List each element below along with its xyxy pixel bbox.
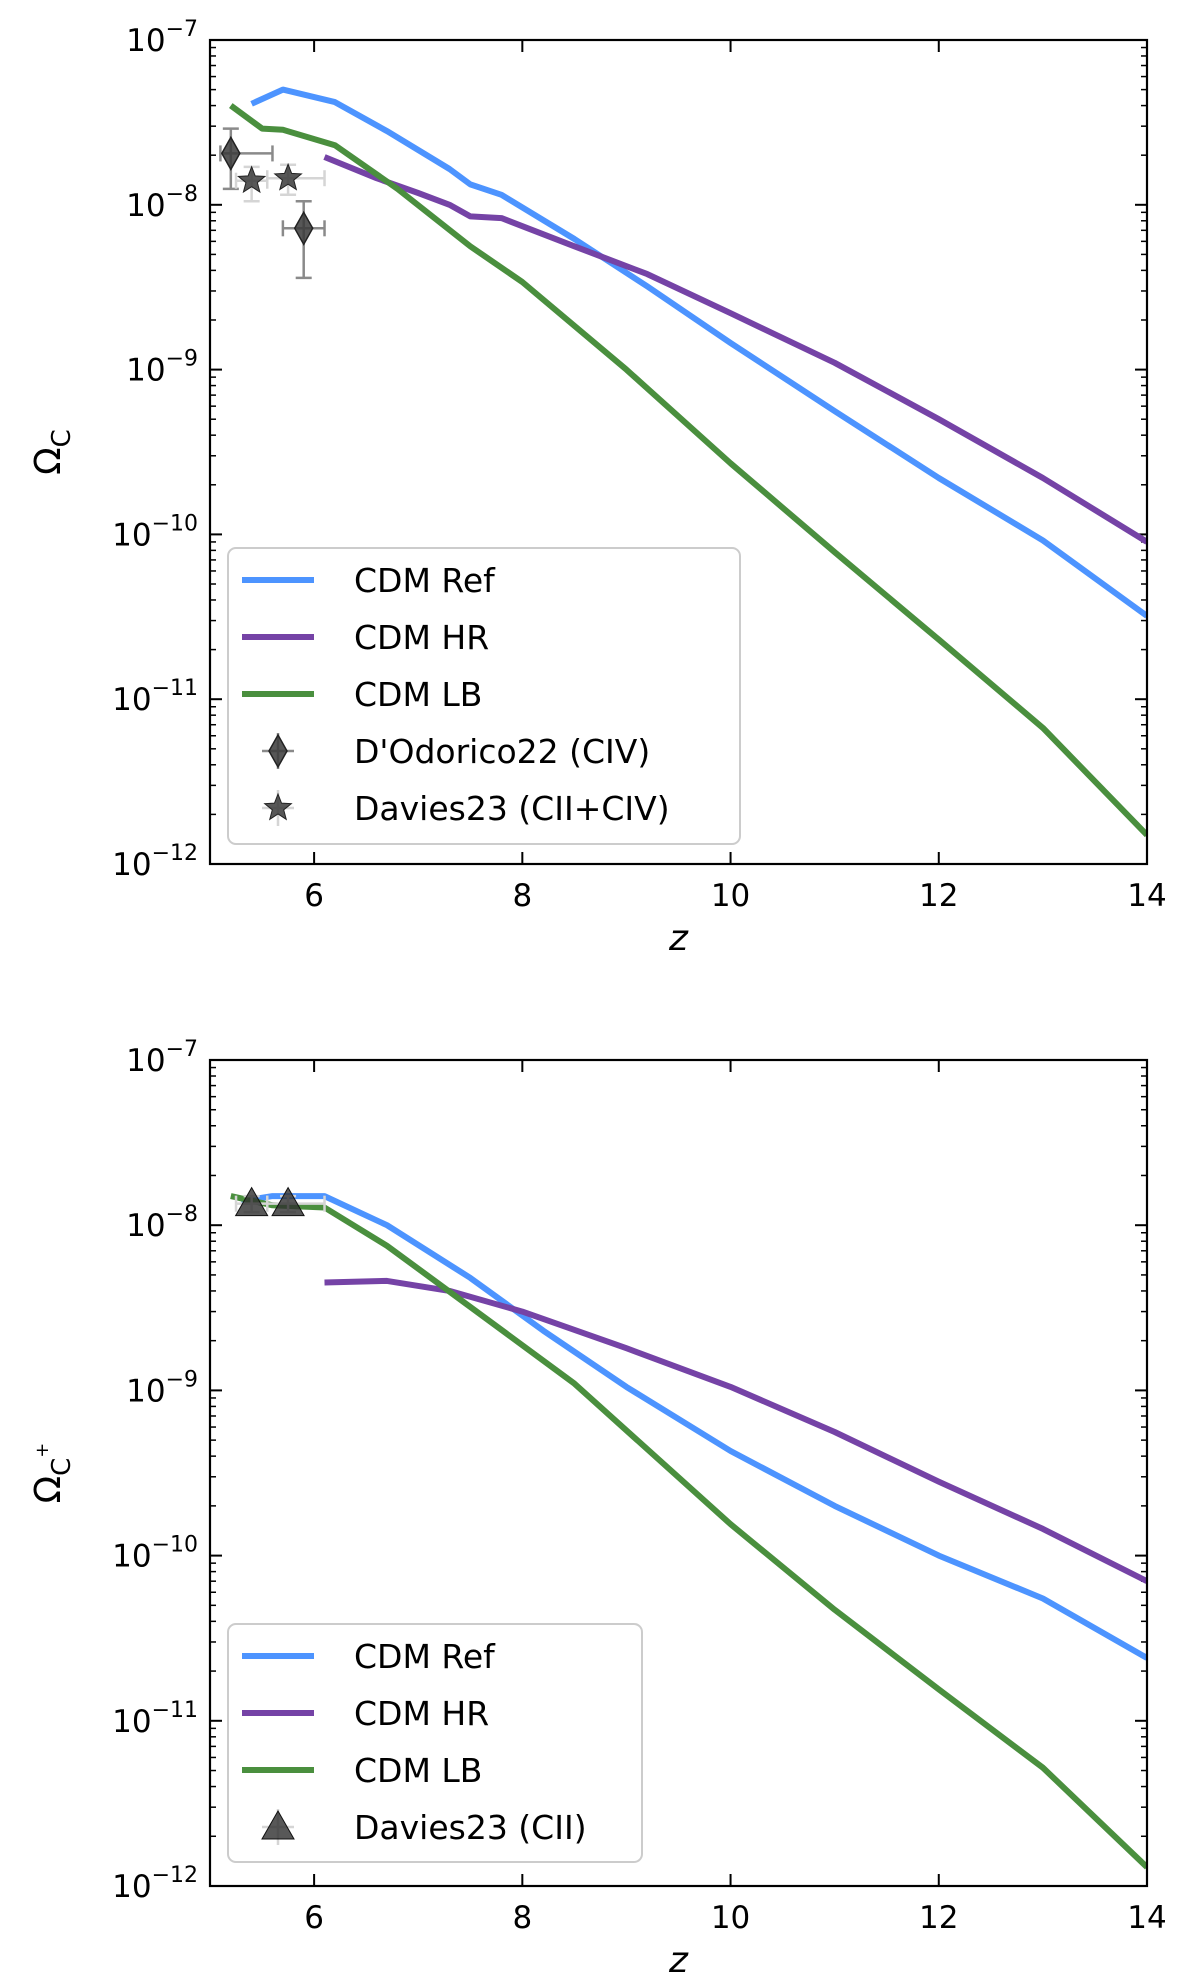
legend-label: Davies23 (CII+CIV) xyxy=(354,789,670,828)
y-axis-label-sub: C xyxy=(47,429,77,447)
series-line-cdm-hr xyxy=(324,1277,1147,1584)
y-tick-base: 10 xyxy=(112,847,151,883)
y-tick-base: 10 xyxy=(112,517,151,553)
y-tick-base: 10 xyxy=(126,1043,165,1079)
y-tick-base: 10 xyxy=(112,1869,151,1905)
legend-marker-triangle xyxy=(261,1809,295,1840)
y-tick-label: 10−9 xyxy=(126,347,198,389)
y-axis-label-main: Ω xyxy=(28,447,69,475)
y-tick-base: 10 xyxy=(126,1208,165,1244)
y-tick-label: 10−12 xyxy=(112,1863,198,1905)
y-tick-exponent: −11 xyxy=(152,1698,198,1723)
legend-label: CDM Ref xyxy=(354,1637,496,1676)
y-tick-exponent: −10 xyxy=(152,511,198,536)
series-line-cdm-ref xyxy=(250,86,1147,619)
x-tick-label: 10 xyxy=(711,878,750,914)
legend-label: CDM HR xyxy=(354,1694,489,1733)
data-point-star xyxy=(273,162,303,191)
y-tick-exponent: −9 xyxy=(166,347,198,372)
y-tick-exponent: −10 xyxy=(152,1533,198,1558)
series-line-cdm-lb xyxy=(230,1193,1147,1870)
plot-area xyxy=(230,1193,1147,1870)
legend-marker-diamond xyxy=(268,733,288,769)
legend: CDM Ref CDM HR CDM LB D'Odorico22 (CIV) Davi… xyxy=(227,547,741,845)
x-tick-label: 14 xyxy=(1127,878,1166,914)
x-tick-label: 12 xyxy=(919,878,958,914)
y-tick-label: 10−11 xyxy=(112,676,198,718)
series-line-cdm-ref xyxy=(240,1193,1147,1661)
y-tick-exponent: −8 xyxy=(166,182,198,207)
y-tick-base: 10 xyxy=(126,23,165,59)
legend: CDM Ref CDM HR CDM LB Davies23 (CII) xyxy=(227,1623,643,1863)
data-point-star xyxy=(237,165,267,194)
y-tick-label: 10−12 xyxy=(112,841,198,883)
y-tick-label: 10−11 xyxy=(112,1698,198,1740)
x-tick-label: 8 xyxy=(512,1900,532,1936)
y-tick-label: 10−10 xyxy=(112,1533,198,1575)
data-point-triangle xyxy=(271,1186,305,1217)
x-tick-label: 14 xyxy=(1127,1900,1166,1936)
y-tick-label: 10−8 xyxy=(126,182,198,224)
data-point-triangle xyxy=(234,1186,269,1217)
plot-area xyxy=(229,86,1147,838)
y-tick-exponent: −7 xyxy=(166,1037,198,1062)
legend-box xyxy=(227,1623,643,1863)
y-axis-label-sub: C xyxy=(47,1458,77,1476)
y-tick-exponent: −7 xyxy=(166,17,198,42)
y-tick-label: 10−10 xyxy=(112,511,198,553)
y-tick-label: 10−7 xyxy=(126,17,198,59)
legend-marker-star xyxy=(263,792,293,821)
legend-box xyxy=(227,547,741,845)
legend-label: CDM HR xyxy=(354,618,489,657)
x-tick-label: 10 xyxy=(711,1900,750,1936)
data-point-diamond xyxy=(220,135,241,171)
y-tick-exponent: −8 xyxy=(166,1202,198,1227)
y-tick-label: 10−8 xyxy=(126,1202,198,1244)
y-tick-exponent: −11 xyxy=(152,676,198,701)
legend-label: D'Odorico22 (CIV) xyxy=(354,732,650,771)
x-tick-label: 6 xyxy=(304,1900,324,1936)
y-axis-label: ΩC+ xyxy=(28,1443,77,1504)
y-tick-label: 10−7 xyxy=(126,1037,198,1079)
y-tick-exponent: −9 xyxy=(166,1367,198,1392)
y-tick-exponent: −12 xyxy=(152,841,198,866)
x-tick-label: 12 xyxy=(919,1900,958,1936)
y-tick-base: 10 xyxy=(126,188,165,224)
x-tick-label: 8 xyxy=(512,878,532,914)
x-axis-label: z xyxy=(668,1940,689,1981)
y-tick-exponent: −12 xyxy=(152,1863,198,1888)
y-tick-base: 10 xyxy=(112,1704,151,1740)
series-line-cdm-lb xyxy=(229,103,1147,838)
y-tick-base: 10 xyxy=(126,1373,165,1409)
y-axis-label: ΩC xyxy=(28,429,77,475)
legend-label: CDM LB xyxy=(354,1751,482,1790)
legend-label: Davies23 (CII) xyxy=(354,1808,587,1847)
y-tick-base: 10 xyxy=(112,682,151,718)
legend-label: CDM LB xyxy=(354,675,482,714)
y-tick-base: 10 xyxy=(112,1539,151,1575)
y-tick-base: 10 xyxy=(126,353,165,389)
data-point-diamond xyxy=(293,210,314,246)
y-tick-label: 10−9 xyxy=(126,1367,198,1409)
axes-frame xyxy=(208,38,1149,866)
series-line-cdm-hr xyxy=(323,154,1147,545)
axes-frame xyxy=(208,1058,1149,1888)
legend-label: CDM Ref xyxy=(354,561,496,600)
x-axis-label: z xyxy=(668,918,689,959)
y-axis-label-main: Ω xyxy=(28,1476,69,1504)
y-axis-label-sup: + xyxy=(32,1443,53,1458)
x-tick-label: 6 xyxy=(304,878,324,914)
